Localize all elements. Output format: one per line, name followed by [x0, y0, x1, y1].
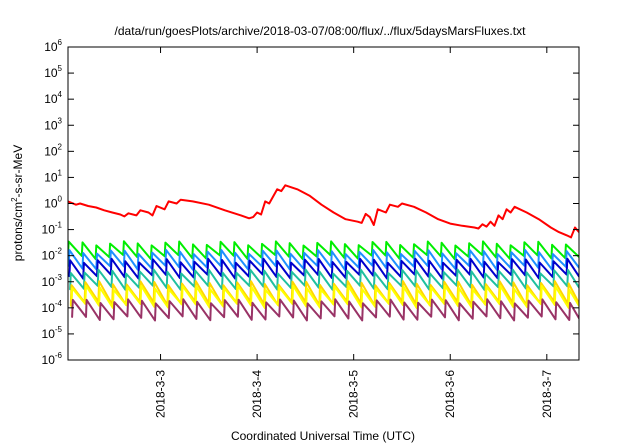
y-tick-label-exp: -5 [55, 325, 63, 334]
y-tick-label-exp: 5 [58, 64, 63, 73]
plot-frame [67, 46, 580, 361]
series-line [68, 257, 579, 280]
y-tick-label-base: 10 [44, 170, 58, 184]
y-axis-label-main: protons/cm [11, 202, 25, 261]
x-axis-label: Coordinated Universal Time (UTC) [231, 429, 415, 443]
y-tick-label: 10-1 [42, 221, 63, 237]
y-tick-label: 104 [44, 90, 62, 106]
series-line [69, 268, 579, 291]
y-tick-label-exp: 2 [58, 142, 63, 151]
y-tick-label-exp: 1 [58, 168, 63, 177]
y-tick-label-exp: -4 [55, 299, 63, 308]
x-tick-label: 2018-3-5 [347, 370, 361, 418]
series-line [71, 298, 579, 322]
y-axis-label: protons/cm2-s-sr-MeV [10, 145, 25, 261]
y-axis-label-sup: 2 [10, 197, 19, 202]
y-tick-label-exp: 6 [58, 38, 63, 47]
y-tick-label-base: 10 [42, 327, 56, 341]
y-tick-label: 10-3 [42, 273, 63, 289]
y-tick-label-base: 10 [44, 66, 58, 80]
y-tick-label: 103 [44, 116, 62, 132]
x-axis: 2018-3-3 2018-3-4 2018-3-5 2018-3-6 2018-3-7 [154, 47, 554, 418]
y-tick-label-exp: -1 [55, 221, 63, 230]
y-tick-label: 10-6 [42, 351, 63, 367]
y-tick-label: 10-4 [42, 299, 63, 315]
x-tick-label: 2018-3-4 [250, 370, 264, 418]
y-tick-label-base: 10 [44, 92, 58, 106]
y-tick-label-base: 10 [42, 301, 56, 315]
chart-title: /data/run/goesPlots/archive/2018-03-07/0… [115, 24, 527, 38]
series-line [70, 284, 579, 309]
y-tick-label: 101 [44, 168, 62, 184]
x-tick-label: 2018-3-7 [540, 370, 554, 418]
y-tick-label-base: 10 [42, 223, 56, 237]
series-layer [68, 184, 579, 322]
y-tick-label-base: 10 [42, 353, 56, 367]
y-tick-label: 105 [44, 64, 62, 80]
y-tick-label: 102 [44, 142, 62, 158]
y-tick-label: 10-5 [42, 325, 63, 341]
y-tick-label-exp: -2 [55, 247, 63, 256]
y-axis: 10-610-510-410-310-210-11001011021031041… [42, 38, 579, 367]
y-tick-label-base: 10 [44, 118, 58, 132]
y-tick-label-base: 10 [42, 275, 56, 289]
y-tick-label: 10-2 [42, 247, 63, 263]
y-tick-label-base: 10 [44, 197, 58, 211]
y-tick-label-exp: 3 [58, 116, 63, 125]
y-tick-label-base: 10 [44, 144, 58, 158]
y-tick-label-exp: 4 [58, 90, 63, 99]
y-tick-label-exp: -6 [55, 351, 63, 360]
series-line [68, 184, 579, 239]
y-axis-label-rest: -s-sr-MeV [11, 145, 25, 198]
y-tick-label: 100 [44, 195, 62, 211]
x-tick-label: 2018-3-3 [154, 370, 168, 418]
y-tick-label-exp: 0 [58, 195, 63, 204]
y-tick-label-base: 10 [44, 40, 58, 54]
y-tick-label-exp: -3 [55, 273, 63, 282]
y-tick-label-base: 10 [42, 249, 56, 263]
x-tick-label: 2018-3-6 [443, 370, 457, 418]
y-tick-label: 106 [44, 38, 62, 54]
